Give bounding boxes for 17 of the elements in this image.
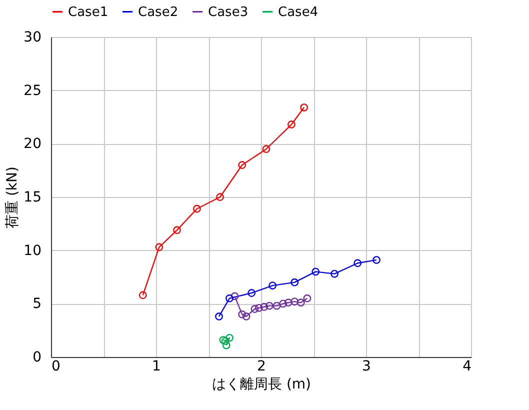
legend-label: Case2 bbox=[138, 4, 178, 20]
x-axis-title: はく離周長 (m) bbox=[212, 376, 312, 392]
y-tick-label: 30 bbox=[24, 30, 42, 46]
y-axis-title: 荷重 (kN) bbox=[4, 166, 21, 228]
legend-label: Case4 bbox=[278, 4, 318, 20]
x-tick-label: 4 bbox=[462, 358, 472, 374]
y-tick-label: 5 bbox=[32, 296, 42, 312]
y-tick-label: 10 bbox=[24, 242, 42, 259]
x-tick-label: 2 bbox=[257, 358, 266, 374]
x-tick-label: 1 bbox=[152, 358, 161, 374]
y-tick-label: 20 bbox=[24, 136, 42, 152]
x-tick-label: 3 bbox=[362, 358, 371, 374]
y-tick-label: 25 bbox=[24, 82, 42, 99]
legend-label: Case1 bbox=[68, 4, 108, 20]
legend-label: Case3 bbox=[208, 4, 248, 20]
x-tick-label: 0 bbox=[52, 358, 60, 374]
y-tick-label: 15 bbox=[24, 190, 42, 206]
